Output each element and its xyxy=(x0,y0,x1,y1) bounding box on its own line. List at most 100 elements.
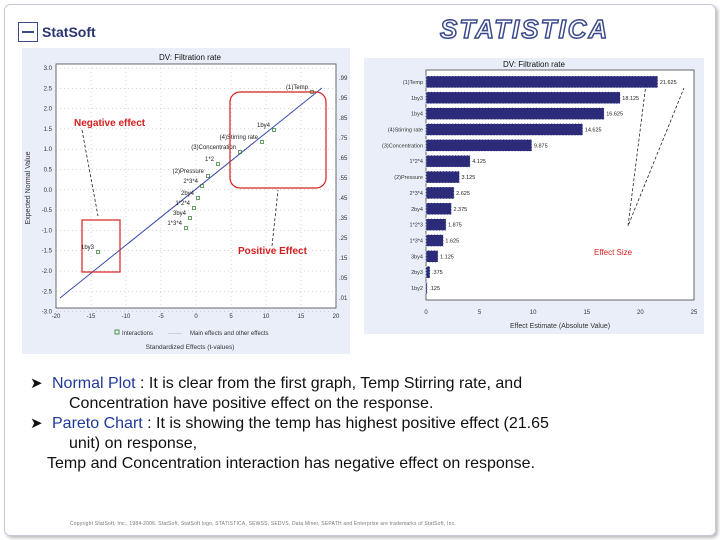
effect-point xyxy=(238,150,242,154)
x-tick-label: -15 xyxy=(87,314,96,320)
interactions-legend-marker xyxy=(114,329,120,335)
effect-point-label: 1*2 xyxy=(205,157,215,163)
effect-point xyxy=(260,140,264,144)
pareto-bar-value: 16.625 xyxy=(606,112,623,118)
bullet-text: : It is clear from the first graph, Temp… xyxy=(135,375,523,392)
effect-point xyxy=(272,128,276,132)
bullet-arrow-icon: ➤ xyxy=(30,415,43,432)
pareto-bar-value: 1.625 xyxy=(445,239,459,245)
pareto-category-label: (3)Concentration xyxy=(382,143,423,149)
pareto-category-label: (2)Pressure xyxy=(394,175,423,181)
pareto-bar xyxy=(425,265,431,279)
pareto-title: DV: Filtration rate xyxy=(503,60,565,69)
x-tick-label: 15 xyxy=(298,314,305,320)
x-tick-label: -20 xyxy=(52,314,61,320)
pareto-bar-value: 18.125 xyxy=(622,96,639,102)
effect-point-label: 1*2*4 xyxy=(175,201,190,207)
pareto-panel: DV: Filtration rate (1)Temp 21.625 1by3 18.… xyxy=(364,58,704,334)
pareto-x-tick: 20 xyxy=(637,310,644,316)
normal-plot-xlabel: Standardized Effects (t-values) xyxy=(146,344,235,351)
effect-point-label: 1*3*4 xyxy=(167,221,182,227)
effect-point-label: (4)Stirring rate xyxy=(220,135,259,141)
copyright-footer: Copyright StatSoft, Inc., 1984-2006. Sta… xyxy=(70,521,456,527)
effect-point xyxy=(184,226,188,230)
pareto-bar-value: 1.125 xyxy=(440,254,454,260)
pareto-x-tick: 0 xyxy=(424,310,428,316)
logo-text: StatSoft xyxy=(42,24,96,40)
effect-point xyxy=(188,216,192,220)
x-tick-label: 0 xyxy=(194,314,198,320)
pareto-x-tick: 15 xyxy=(583,310,590,316)
effect-point xyxy=(200,184,204,188)
y-tick-label: -1.0 xyxy=(42,228,53,234)
pareto-bar xyxy=(425,170,460,184)
probability-tick-label: .35 xyxy=(339,216,348,222)
effect-size-arrows xyxy=(627,83,685,227)
y-tick-label: 0.0 xyxy=(44,188,53,194)
effect-point-label: (2)Pressure xyxy=(173,169,205,175)
pareto-category-label: 1*2*4 xyxy=(410,159,423,165)
y-tick-label: 2.0 xyxy=(44,107,53,113)
pareto-bar-value: 4.125 xyxy=(472,159,486,165)
bullet-pareto-chart: ➤ Pareto Chart : It is showing the temp … xyxy=(30,414,700,454)
bullet-arrow-icon: ➤ xyxy=(30,375,43,392)
pareto-bar-value: 9.875 xyxy=(534,143,548,149)
positive-effect-label: Positive Effect xyxy=(238,246,308,257)
pareto-category-label: 1by2 xyxy=(411,286,423,292)
normal-plot-ylabel: Expected Normal Value xyxy=(25,151,32,224)
positive-arrow xyxy=(271,189,279,247)
normal-plot-title: DV: Filtration rate xyxy=(159,53,221,62)
effect-point xyxy=(216,162,220,166)
x-tick-label: 5 xyxy=(229,314,233,320)
dotted-legend-marker: ······· xyxy=(168,331,182,337)
pareto-category-label: 2*3*4 xyxy=(410,191,423,197)
pareto-x-tick: 25 xyxy=(691,310,698,316)
bullet-text: : It is showing the temp has highest pos… xyxy=(142,415,549,432)
y-tick-label: -1.5 xyxy=(42,249,53,255)
negative-arrow xyxy=(81,129,99,217)
y-tick-label: 1.0 xyxy=(44,147,53,153)
probability-tick-label: .75 xyxy=(339,136,348,142)
pareto-bar xyxy=(425,250,439,263)
pareto-category-label: 1*2*3 xyxy=(410,223,423,229)
bullet-list: ➤ Normal Plot : It is clear from the fir… xyxy=(30,374,700,474)
normal-plot-panel: DV: Filtration rate 3.0 2.5 2.0 1.5 1.0 0.5 0.… xyxy=(22,48,350,354)
probability-tick-label: .15 xyxy=(339,256,348,262)
pareto-bar-value: 2.375 xyxy=(453,207,467,213)
negative-highlight-box xyxy=(81,219,121,273)
effect-point xyxy=(96,250,100,254)
pareto-bar xyxy=(425,234,444,247)
pareto-x-tick: 10 xyxy=(530,310,537,316)
pareto-x-tick: 5 xyxy=(478,310,482,316)
probability-tick-label: .05 xyxy=(339,276,348,282)
effect-point-label: 2*3*4 xyxy=(183,179,198,185)
effect-point-label: (3)Concentration xyxy=(191,145,236,151)
x-tick-label: -10 xyxy=(122,314,131,320)
pareto-bar-value: .375 xyxy=(432,270,443,276)
chart-logo-icon xyxy=(18,22,38,42)
effect-point xyxy=(206,174,210,178)
pareto-plot-area xyxy=(425,69,695,301)
main-effects-legend-label: Main effects and other effects xyxy=(190,331,269,337)
y-tick-label: 2.5 xyxy=(44,86,53,92)
y-tick-label: -2.5 xyxy=(42,289,53,295)
bullet-heading: Pareto Chart xyxy=(52,415,143,432)
y-tick-label: -3.0 xyxy=(42,310,53,316)
pareto-bar-value: 21.625 xyxy=(660,80,677,86)
pareto-bar xyxy=(425,218,447,231)
x-tick-label: 20 xyxy=(333,314,340,320)
pareto-bar xyxy=(425,139,533,152)
pareto-bar xyxy=(425,91,621,105)
probability-tick-label: .01 xyxy=(339,296,348,302)
effect-point-label: (1)Temp xyxy=(286,85,309,91)
bullet-continuation: unit) on response, xyxy=(69,435,198,452)
probability-tick-label: .55 xyxy=(339,176,348,182)
pareto-bar xyxy=(425,186,455,200)
y-tick-label: 3.0 xyxy=(44,66,53,72)
y-tick-label: -2.0 xyxy=(42,269,53,275)
positive-highlight-box xyxy=(229,91,327,189)
brand-title: STATISTICA xyxy=(439,13,610,45)
pareto-category-label: 1*3*4 xyxy=(410,239,423,245)
pareto-bar-value: 3.125 xyxy=(462,175,476,181)
pareto-bar xyxy=(425,123,584,136)
